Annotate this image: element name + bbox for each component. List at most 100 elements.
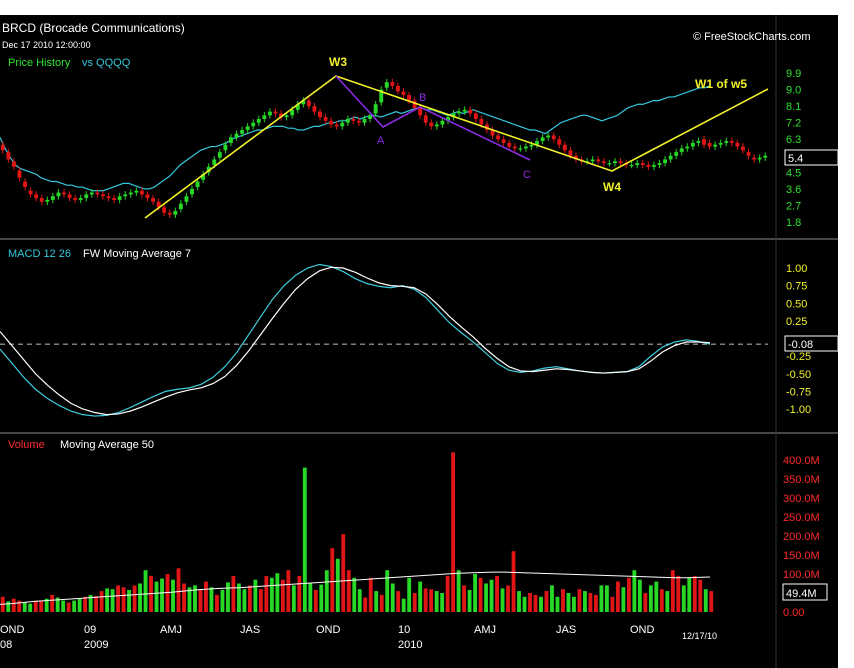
volume-bar — [588, 593, 593, 612]
candle-body — [23, 181, 27, 188]
volume-bar — [204, 581, 208, 612]
volume-tick: 0.00 — [783, 607, 804, 619]
volume-bar — [583, 591, 587, 612]
signal-line — [0, 266, 711, 416]
x-tick-sub: 2010 — [398, 639, 422, 651]
macd-last-box — [784, 335, 838, 352]
candle-body — [162, 207, 167, 213]
price-axis: 9.9 9.0 8.1 7.2 6.3 4.5 3.6 2.7 1.8 — [786, 68, 801, 229]
x-tick: AMJ — [160, 624, 182, 636]
candle-body — [418, 107, 423, 116]
candle-body — [357, 120, 361, 123]
candle-body — [512, 146, 517, 149]
macd-tick: -0.75 — [786, 386, 811, 398]
volume-bar — [467, 589, 472, 612]
candle-body — [618, 161, 623, 164]
candle-body — [490, 130, 495, 136]
volume-bar — [44, 598, 49, 612]
candle-body — [251, 122, 256, 127]
volume-bar — [599, 585, 604, 612]
price-last-value: 5.4 — [788, 153, 803, 165]
candle-body — [696, 141, 701, 143]
volume-bar — [286, 570, 291, 612]
candle-body — [457, 111, 462, 114]
macd-title: MACD 12 26 — [8, 248, 71, 260]
candle-body — [318, 111, 322, 118]
candle-body — [295, 104, 300, 110]
candle-body — [629, 164, 634, 167]
candle-body — [507, 142, 512, 147]
candle-body — [646, 164, 651, 167]
volume-bar — [555, 596, 560, 612]
x-tick: OND — [0, 624, 25, 636]
candle-body — [557, 139, 562, 145]
price-tick: 9.9 — [786, 68, 801, 80]
volume-bar — [610, 596, 615, 612]
candle-body — [340, 122, 345, 127]
volume-bar — [434, 591, 439, 612]
volume-bar — [621, 587, 626, 612]
volume-tick: 350.0M — [783, 474, 820, 486]
volume-bar — [357, 589, 362, 612]
volume-bar — [648, 585, 653, 612]
candle-body — [440, 120, 445, 125]
volume-bar — [500, 588, 505, 612]
volume-bar — [687, 577, 692, 612]
volume-bar — [368, 577, 373, 612]
volume-bar — [346, 570, 351, 612]
candle-body — [551, 135, 556, 140]
volume-bar — [22, 602, 27, 612]
volume-bar — [643, 593, 648, 612]
candle-body — [690, 142, 695, 147]
candle-body — [651, 164, 656, 167]
volume-bar — [247, 585, 252, 612]
candle-body — [128, 192, 133, 195]
volume-ma-title: Moving Average 50 — [60, 439, 154, 451]
candle-body — [702, 139, 706, 145]
price-tick: 8.1 — [786, 101, 801, 113]
price-tick: 1.8 — [786, 217, 801, 229]
candle-body — [284, 115, 289, 118]
volume-bar — [116, 585, 121, 612]
volume-bar — [670, 570, 675, 612]
date-footer: 12/17/10 — [682, 631, 717, 641]
volume-bar — [703, 589, 708, 612]
volume-bar — [297, 575, 302, 612]
macd-tick: 0.75 — [786, 281, 807, 293]
candle-body — [312, 106, 317, 112]
candle-body — [674, 152, 679, 156]
volume-bar — [193, 585, 197, 612]
x-tick: JAS — [556, 624, 576, 636]
volume-bar — [280, 579, 285, 612]
volume-bar — [429, 589, 434, 612]
candle-body — [718, 142, 723, 145]
volume-bar — [171, 579, 175, 612]
volume-bar — [302, 467, 307, 612]
vs-qqqq-label: vs QQQQ — [82, 57, 131, 69]
volume-bar — [593, 594, 598, 612]
candle-body — [735, 142, 740, 147]
volume-tick: 150.0M — [783, 550, 820, 562]
x-tick: 10 — [398, 624, 410, 636]
price-tick: 6.3 — [786, 134, 801, 146]
candle-body — [446, 117, 450, 121]
volume-bar — [533, 594, 538, 612]
candle-body — [562, 144, 567, 151]
candle-body — [256, 118, 261, 123]
candle-body — [78, 198, 83, 200]
candle-body — [145, 194, 150, 199]
volume-bar — [39, 601, 44, 612]
volume-bar — [138, 583, 142, 612]
copyright: © FreeStockCharts.com — [693, 31, 811, 43]
candle-body — [167, 212, 172, 215]
abc-correction-lines — [335, 75, 531, 161]
candle-body — [123, 194, 128, 197]
x-tick-sub: 08 — [0, 639, 12, 651]
candle-body — [635, 163, 640, 165]
price-tick: 2.7 — [786, 200, 801, 212]
price-tick: 3.6 — [786, 184, 801, 196]
volume-bar — [363, 597, 368, 612]
candle-body — [273, 111, 278, 114]
macd-tick: 1.00 — [786, 263, 807, 275]
volume-bar — [495, 575, 499, 612]
